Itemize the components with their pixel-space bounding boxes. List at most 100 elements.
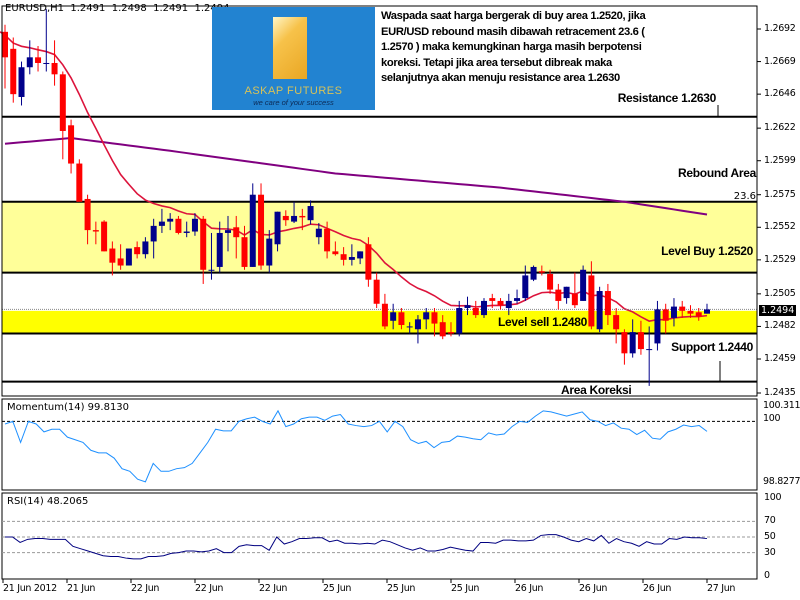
- candle-body: [43, 62, 50, 64]
- fib-23-6-label: 23.6: [733, 191, 756, 202]
- candle-body: [315, 228, 322, 238]
- candle: [431, 308, 438, 337]
- candle-body: [423, 312, 430, 320]
- candle-body: [447, 332, 454, 334]
- candle: [406, 322, 413, 334]
- candle: [150, 218, 157, 259]
- candle: [687, 305, 694, 318]
- candle: [613, 308, 620, 344]
- analysis-note: Waspada saat harga bergerak di buy area …: [381, 10, 646, 84]
- candle-body: [571, 293, 578, 306]
- candle: [2, 24, 8, 89]
- level-sell-label: Level sell 1.2480: [498, 315, 587, 329]
- candle: [10, 37, 17, 103]
- symbol-header: EURUSD,H1 1.2491 1.2498 1.2491 1.2494: [5, 3, 229, 14]
- candle-body: [282, 215, 289, 221]
- candle: [158, 208, 165, 233]
- candle-body: [175, 218, 182, 233]
- candle-body: [125, 248, 132, 266]
- candle: [514, 289, 521, 304]
- candle: [274, 211, 281, 252]
- candle-body: [414, 319, 421, 330]
- rsi-line: [5, 534, 708, 560]
- candle: [175, 215, 182, 235]
- candle-body: [340, 254, 347, 260]
- candle-body: [216, 232, 223, 267]
- candle-body: [547, 274, 554, 290]
- candle-body: [522, 275, 529, 299]
- candle-body: [530, 266, 537, 280]
- candle-body: [555, 289, 562, 301]
- candle-body: [307, 206, 314, 221]
- candle: [481, 298, 488, 318]
- momentum-line: [4, 409, 708, 483]
- time-tick-label: 26 Jun: [643, 583, 672, 594]
- candle: [76, 159, 83, 202]
- candle-body: [109, 248, 116, 263]
- time-tick-label: 26 Jun: [515, 583, 544, 594]
- support-label: Support 1.2440: [671, 340, 753, 354]
- candle: [621, 329, 628, 365]
- candle: [423, 308, 430, 330]
- candle: [695, 308, 702, 321]
- candle: [125, 248, 132, 266]
- time-tick-label: 25 Jun: [387, 583, 416, 594]
- rsi-tick-label: 100: [764, 492, 782, 503]
- candle: [522, 265, 529, 301]
- candle-body: [514, 298, 521, 301]
- askap-logo: ASKAP FUTURES we care of your success: [212, 7, 375, 110]
- time-tick-label: 22 Jun: [195, 583, 224, 594]
- candle: [84, 194, 91, 245]
- candle: [109, 241, 116, 276]
- rsi-tick-label: 0: [764, 570, 770, 581]
- candle: [51, 40, 58, 86]
- rsi-tick-label: 70: [764, 515, 776, 527]
- momentum-100-tick: 100: [763, 413, 781, 424]
- candle: [646, 326, 653, 386]
- sell-zone: [2, 310, 757, 334]
- candle: [68, 119, 75, 174]
- candle-body: [10, 48, 17, 95]
- candle-body: [596, 291, 603, 330]
- symbol-label: EURUSD,H1: [5, 3, 65, 14]
- time-tick-label: 25 Jun: [451, 583, 480, 594]
- candle-body: [208, 269, 215, 271]
- candle-body: [167, 218, 174, 222]
- logo-emblem: [273, 17, 307, 79]
- rebound-area-label: Rebound Area: [678, 166, 756, 180]
- candle-body: [406, 326, 413, 328]
- price-tick-label: 1.2599: [764, 154, 796, 166]
- candle: [390, 303, 397, 330]
- candle: [679, 300, 686, 318]
- price-tick-label: 1.2505: [764, 287, 796, 299]
- candle: [117, 244, 124, 270]
- candle: [472, 300, 479, 318]
- candle: [654, 300, 661, 351]
- candle-body: [183, 231, 190, 233]
- candle: [340, 247, 347, 266]
- candle-body: [588, 275, 595, 327]
- candle: [530, 265, 537, 282]
- candle-body: [291, 215, 298, 222]
- candle-body: [481, 300, 488, 316]
- candle: [59, 71, 66, 160]
- candle-body: [580, 269, 587, 301]
- level-buy-label: Level Buy 1.2520: [661, 244, 753, 258]
- main-panel-border: [1, 5, 758, 397]
- candle: [373, 272, 380, 309]
- candle: [555, 283, 562, 310]
- candle-body: [76, 163, 83, 202]
- candle-body: [2, 31, 8, 58]
- candle: [414, 315, 421, 344]
- candle-body: [654, 309, 661, 344]
- candle-body: [101, 221, 108, 252]
- time-tick-label: 25 Jun: [323, 583, 352, 594]
- slow-moving-average: [4, 137, 708, 216]
- candle-body: [258, 194, 265, 266]
- price-tick-label: 1.2692: [764, 23, 796, 34]
- candle-body: [84, 198, 91, 231]
- candle: [266, 230, 273, 273]
- candle-body: [497, 300, 504, 306]
- candle-body: [704, 309, 710, 314]
